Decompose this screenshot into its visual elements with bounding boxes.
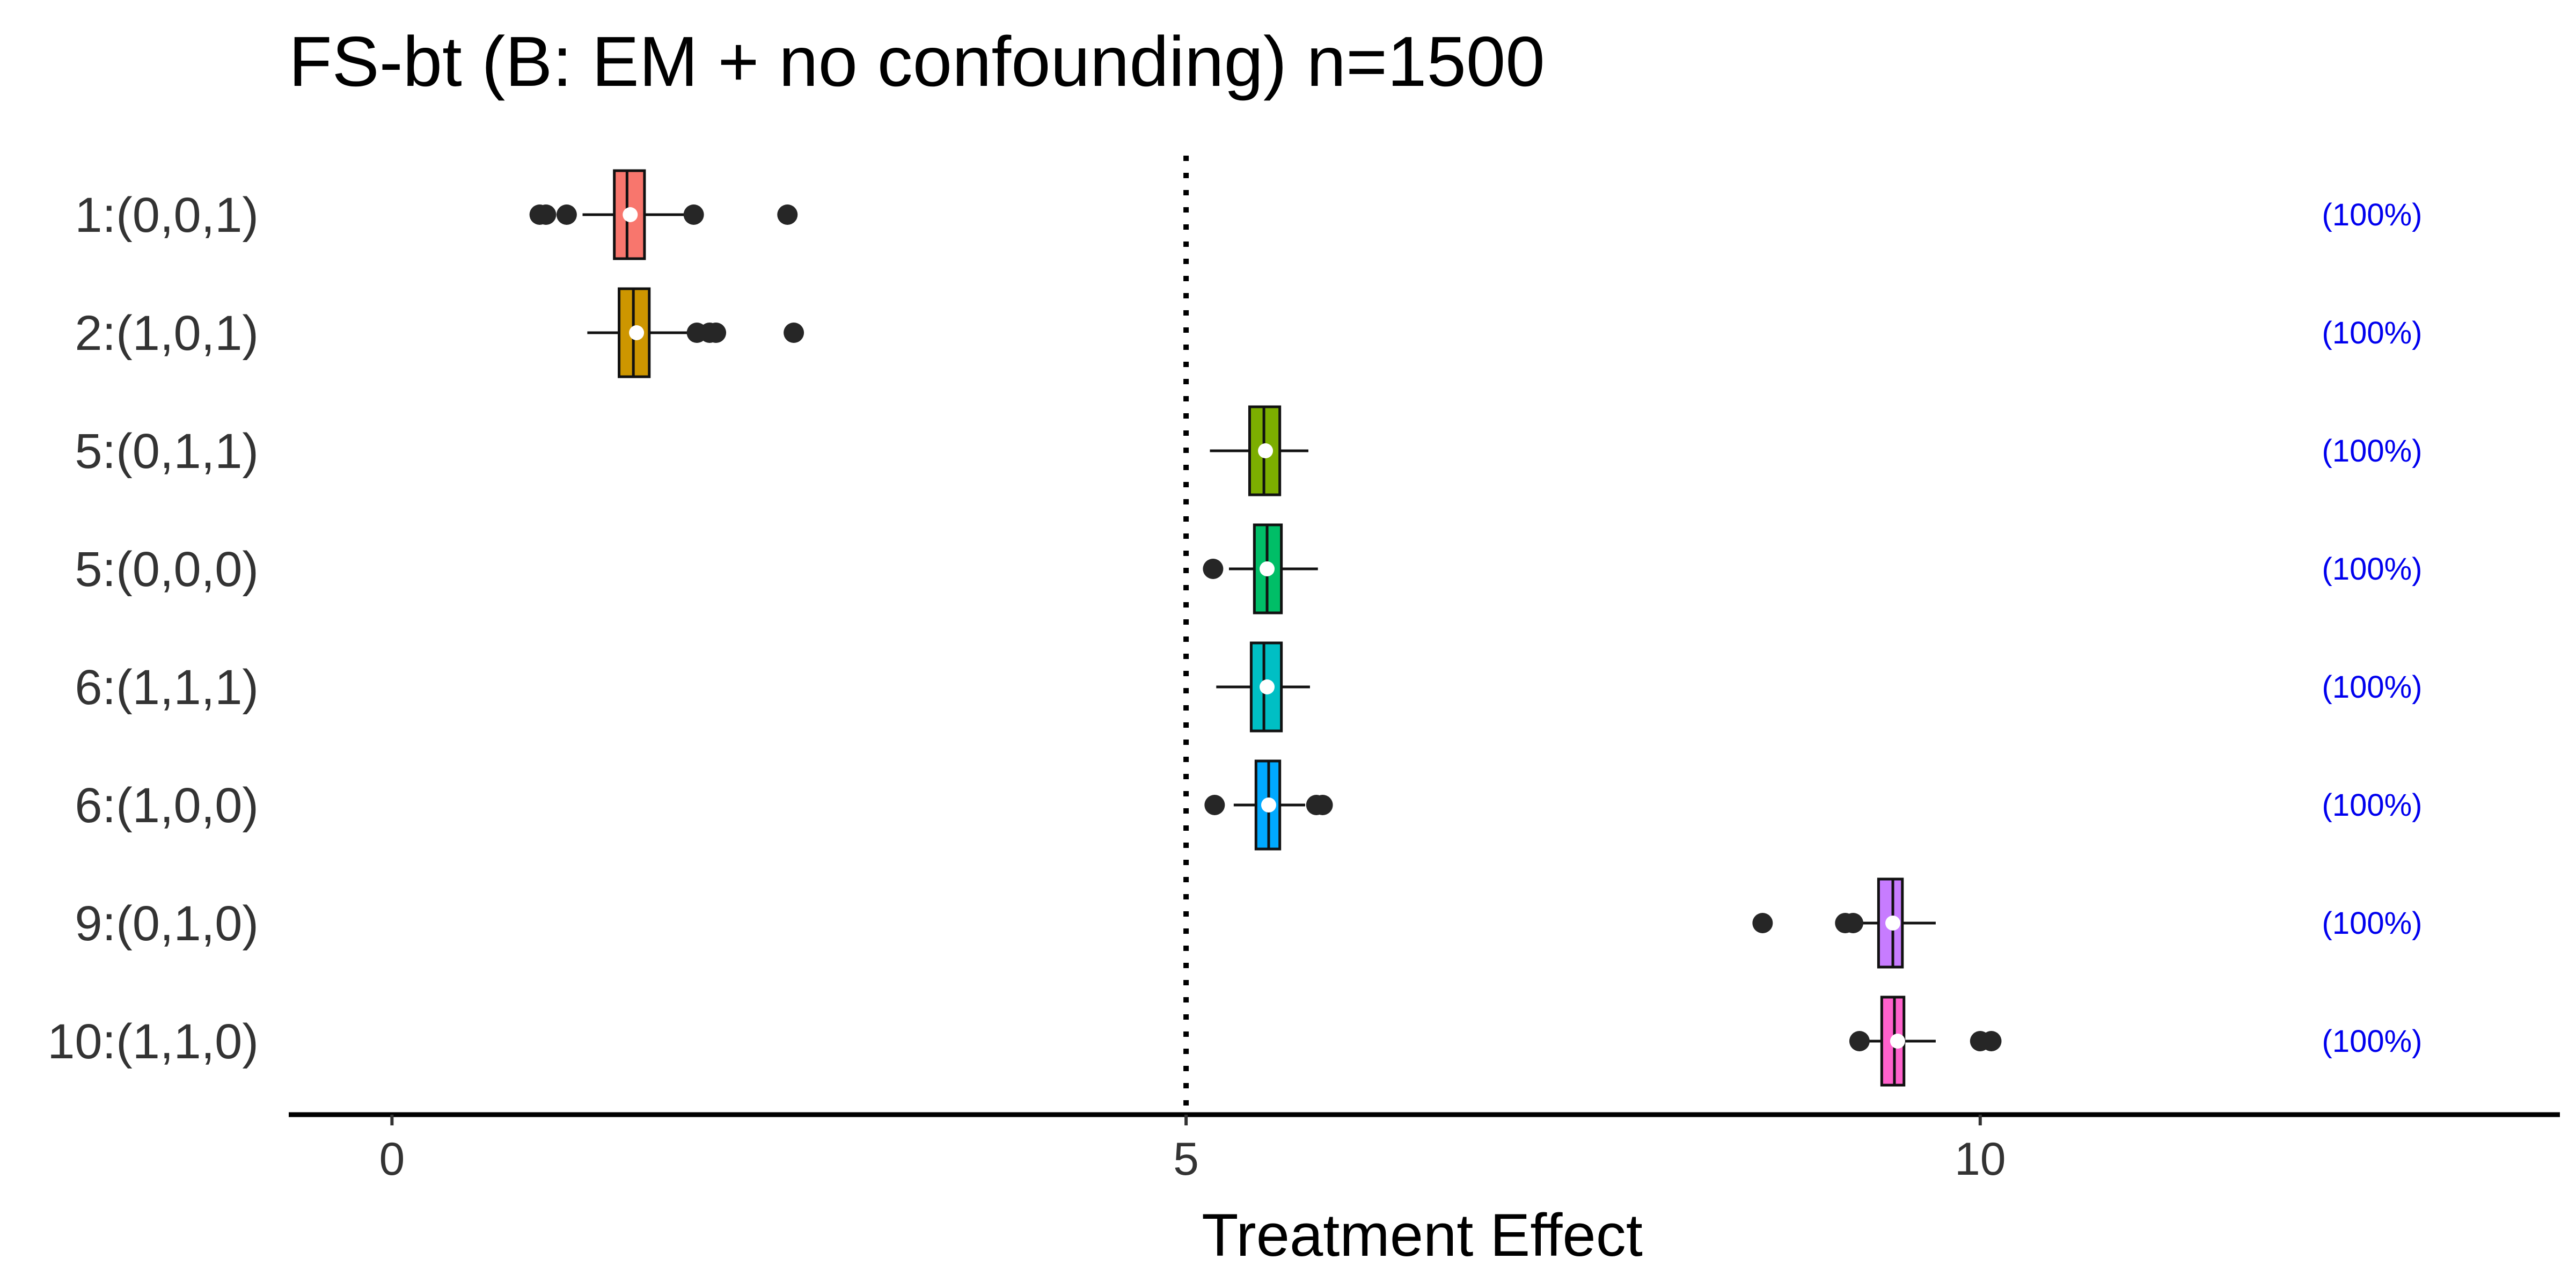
category-label: 2:(1,0,1) [75, 306, 259, 361]
outlier-point [1752, 913, 1773, 933]
plot-area: 1:(0,0,1) (100%) 2:(1,0,1) (100%) 5:(0,1,1) (… [47, 156, 2560, 1185]
percentage-annotation: (100%) [2322, 670, 2423, 705]
x-axis-title: Treatment Effect [1202, 1202, 1643, 1269]
mean-point [1261, 797, 1276, 813]
mean-point [1260, 679, 1275, 694]
category-label: 6:(1,1,1) [75, 660, 259, 715]
category-label: 9:(0,1,0) [75, 896, 259, 951]
outlier-point [1312, 795, 1333, 815]
outlier-point [1843, 913, 1864, 933]
chart-title: FS-bt (B: EM + no confounding) n=1500 [289, 22, 1545, 101]
category-label: 5:(0,1,1) [75, 424, 259, 479]
outlier-point [536, 204, 557, 225]
outlier-point [777, 204, 798, 225]
category-label: 10:(1,1,0) [47, 1014, 259, 1069]
percentage-annotation: (100%) [2322, 788, 2423, 823]
category-label: 1:(0,0,1) [75, 188, 259, 243]
percentage-annotation: (100%) [2322, 197, 2423, 232]
outlier-point [556, 204, 577, 225]
x-tick-label: 0 [379, 1133, 405, 1185]
mean-point [1258, 443, 1274, 458]
outlier-point [683, 204, 704, 225]
percentage-annotation: (100%) [2322, 1024, 2423, 1059]
mean-point [623, 207, 638, 222]
x-tick-label: 10 [1955, 1133, 2006, 1185]
outlier-point [1204, 795, 1225, 815]
outlier-point [1981, 1031, 2002, 1051]
percentage-annotation: (100%) [2322, 552, 2423, 587]
category-label: 6:(1,0,0) [75, 778, 259, 833]
outlier-point [784, 323, 804, 343]
mean-point [1260, 561, 1275, 576]
mean-point [629, 325, 645, 340]
outlier-point [1849, 1031, 1870, 1051]
category-label: 5:(0,0,0) [75, 542, 259, 597]
x-tick-label: 5 [1173, 1133, 1199, 1185]
outlier-point [1203, 559, 1224, 579]
mean-point [1890, 1034, 1905, 1049]
percentage-annotation: (100%) [2322, 316, 2423, 350]
mean-point [1885, 916, 1901, 931]
outlier-point [706, 323, 727, 343]
percentage-annotation: (100%) [2322, 906, 2423, 941]
percentage-annotation: (100%) [2322, 434, 2423, 469]
